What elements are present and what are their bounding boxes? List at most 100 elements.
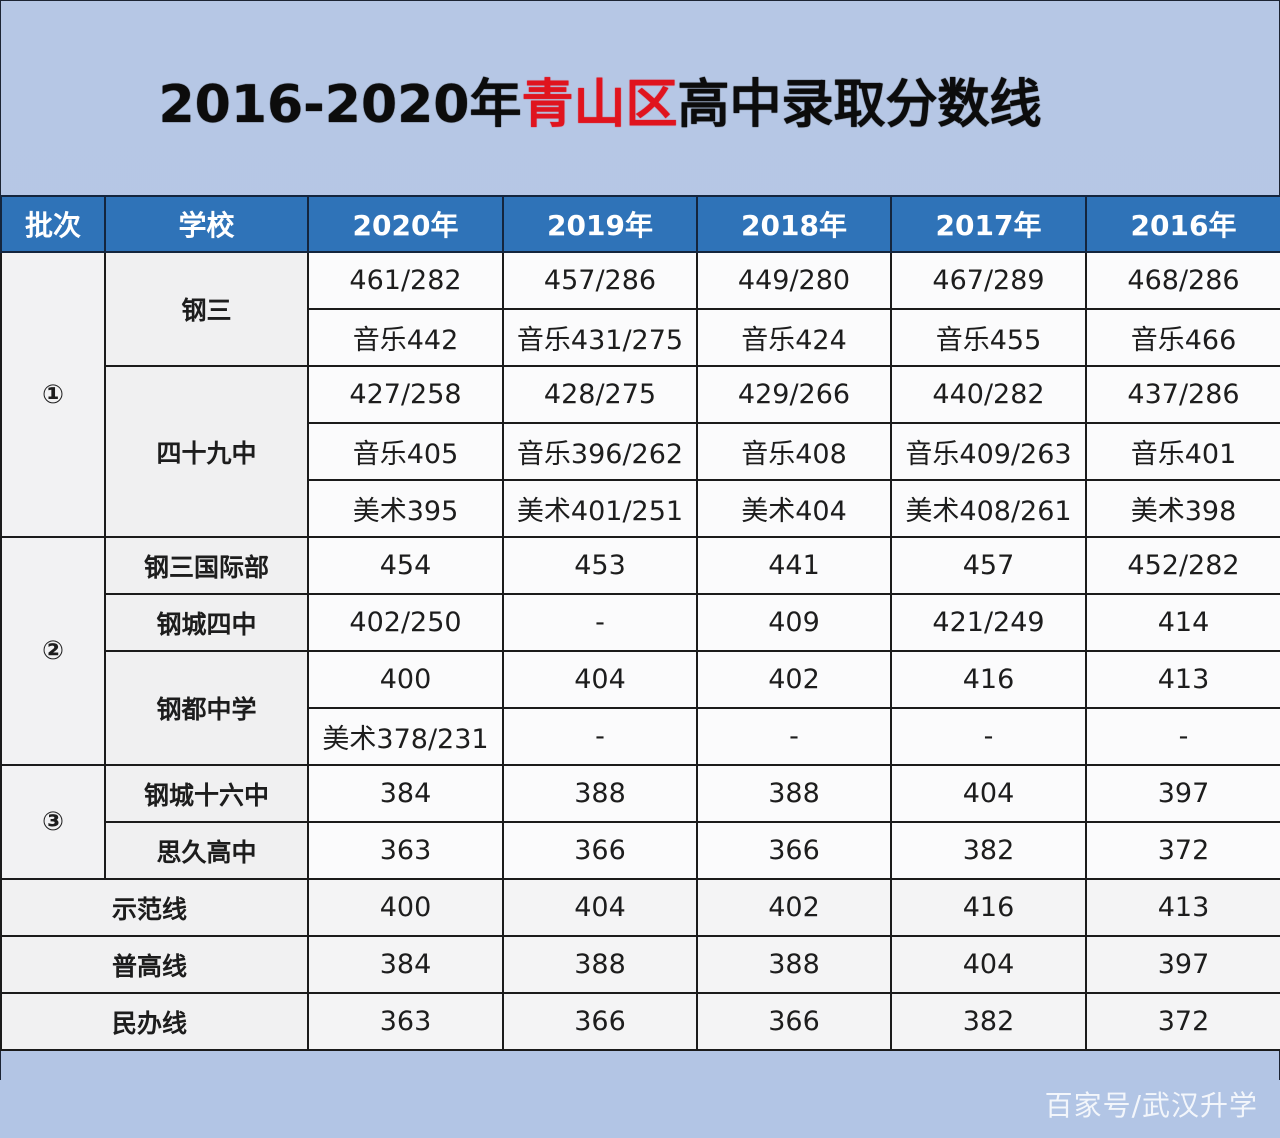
score-cell: 388 (696, 764, 892, 823)
score-cell: 404 (502, 878, 698, 937)
school-cell: 钢三 (104, 251, 309, 367)
summary-row: 示范线 400 404 402 416 413 (0, 878, 1280, 937)
score-cell: 437/286 (1085, 365, 1280, 424)
score-cell: 美术408/261 (890, 479, 1087, 538)
score-cell: 404 (890, 935, 1087, 994)
score-table: 批次 学校 2020年 2019年 2018年 2017年 2016年 ① 钢三… (0, 195, 1280, 1051)
score-cell: 413 (1085, 878, 1280, 937)
header-year-2020: 2020年 (307, 195, 504, 253)
score-cell: 382 (890, 992, 1087, 1051)
table-row: 美术395 美术401/251 美术404 美术408/261 美术398 (1, 479, 1280, 538)
school-cell: 钢都中学 (104, 650, 309, 766)
score-cell: 音乐409/263 (890, 422, 1087, 481)
score-cell: 音乐431/275 (502, 308, 698, 367)
header-year-2017: 2017年 (890, 195, 1087, 253)
score-cell: 414 (1085, 593, 1280, 652)
score-cell: 449/280 (696, 251, 892, 310)
score-cell: 397 (1085, 935, 1280, 994)
table-row: 思久高中 363 366 366 382 372 (1, 821, 1280, 880)
school-cell: 钢三国际部 (104, 536, 309, 595)
table-row: 美术378/231 - - - - (1, 707, 1280, 766)
table-row: ① 钢三 461/282 457/286 449/280 467/289 468… (0, 251, 1280, 538)
score-cell: 384 (307, 935, 504, 994)
score-cell: 382 (890, 821, 1087, 880)
school-cell: 钢城四中 (104, 593, 309, 652)
score-cell: 416 (890, 650, 1087, 709)
score-cell: 440/282 (890, 365, 1087, 424)
batch-cell-1: ① (0, 251, 106, 538)
table-row: 音乐405 音乐396/262 音乐408 音乐409/263 音乐401 (1, 422, 1280, 481)
score-cell: 372 (1085, 821, 1280, 880)
score-cell: 音乐408 (696, 422, 892, 481)
score-cell: 413 (1085, 650, 1280, 709)
score-cell: 404 (890, 764, 1087, 823)
score-cell: 441 (696, 536, 892, 595)
score-cell: 366 (502, 821, 698, 880)
score-cell: 363 (307, 992, 504, 1051)
score-cell: 452/282 (1085, 536, 1280, 595)
table-row: ② 钢三国际部 454 453 441 457 452/282 (0, 536, 1280, 766)
school-cell: 钢城十六中 (104, 764, 309, 823)
table-row: 四十九中 427/258 428/275 429/266 440/282 437… (1, 365, 1280, 538)
school-cell: 四十九中 (104, 365, 309, 538)
score-cell: 音乐455 (890, 308, 1087, 367)
summary-label: 普高线 (0, 935, 309, 994)
score-cell: 音乐401 (1085, 422, 1280, 481)
summary-row: 普高线 384 388 388 404 397 (0, 935, 1280, 994)
score-cell: 429/266 (696, 365, 892, 424)
score-cell: 457 (890, 536, 1087, 595)
score-cell: 427/258 (307, 365, 504, 424)
score-cell: 400 (307, 878, 504, 937)
score-cell: 404 (502, 650, 698, 709)
score-cell: 音乐405 (307, 422, 504, 481)
batch-cell-3: ③ (0, 764, 106, 880)
score-cell: 421/249 (890, 593, 1087, 652)
table-row: ③ 钢城十六中 384 388 388 404 397 (0, 764, 1280, 880)
batch-cell-2: ② (0, 536, 106, 766)
score-cell: 409 (696, 593, 892, 652)
score-cell: 美术395 (307, 479, 504, 538)
summary-label: 民办线 (0, 992, 309, 1051)
score-cell: 402/250 (307, 593, 504, 652)
score-cell: - (502, 707, 698, 766)
score-cell: - (1085, 707, 1280, 766)
score-cell: 美术398 (1085, 479, 1280, 538)
title-district: 青山区 (521, 75, 678, 135)
footer-band (0, 1080, 1280, 1138)
score-cell: 音乐424 (696, 308, 892, 367)
table-row: 钢都中学 400 404 402 416 413 (1, 650, 1280, 766)
watermark: 百家号/武汉升学 (1044, 1089, 1258, 1122)
school-cell: 思久高中 (104, 821, 309, 880)
score-cell: - (696, 707, 892, 766)
score-cell: 416 (890, 878, 1087, 937)
score-cell: 467/289 (890, 251, 1087, 310)
summary-row: 民办线 363 366 366 382 372 (0, 992, 1280, 1051)
table-row: 钢城四中 402/250 - 409 421/249 414 (1, 593, 1280, 652)
score-cell: 388 (502, 935, 698, 994)
score-cell: 397 (1085, 764, 1280, 823)
score-cell: 366 (696, 992, 892, 1051)
header-batch: 批次 (0, 195, 106, 253)
score-cell: 音乐442 (307, 308, 504, 367)
title-suffix: 高中录取分数线 (677, 75, 1042, 135)
summary-label: 示范线 (0, 878, 309, 937)
page-title: 2016-2020年青山区高中录取分数线 (158, 62, 1041, 137)
score-cell: - (502, 593, 698, 652)
header-row: 批次 学校 2020年 2019年 2018年 2017年 2016年 (0, 195, 1280, 253)
title-prefix: 2016-2020年 (158, 75, 522, 135)
score-cell: 453 (502, 536, 698, 595)
score-cell: 400 (307, 650, 504, 709)
score-cell: 457/286 (502, 251, 698, 310)
score-cell: 384 (307, 764, 504, 823)
header-year-2019: 2019年 (502, 195, 698, 253)
score-cell: 363 (307, 821, 504, 880)
score-cell: 372 (1085, 992, 1280, 1051)
score-cell: 388 (696, 935, 892, 994)
score-cell: 美术401/251 (502, 479, 698, 538)
score-cell: 461/282 (307, 251, 504, 310)
header-year-2018: 2018年 (696, 195, 892, 253)
header-school: 学校 (104, 195, 309, 253)
score-cell: 美术378/231 (307, 707, 504, 766)
score-cell: 366 (502, 992, 698, 1051)
table-row: 音乐442 音乐431/275 音乐424 音乐455 音乐466 (1, 308, 1280, 367)
